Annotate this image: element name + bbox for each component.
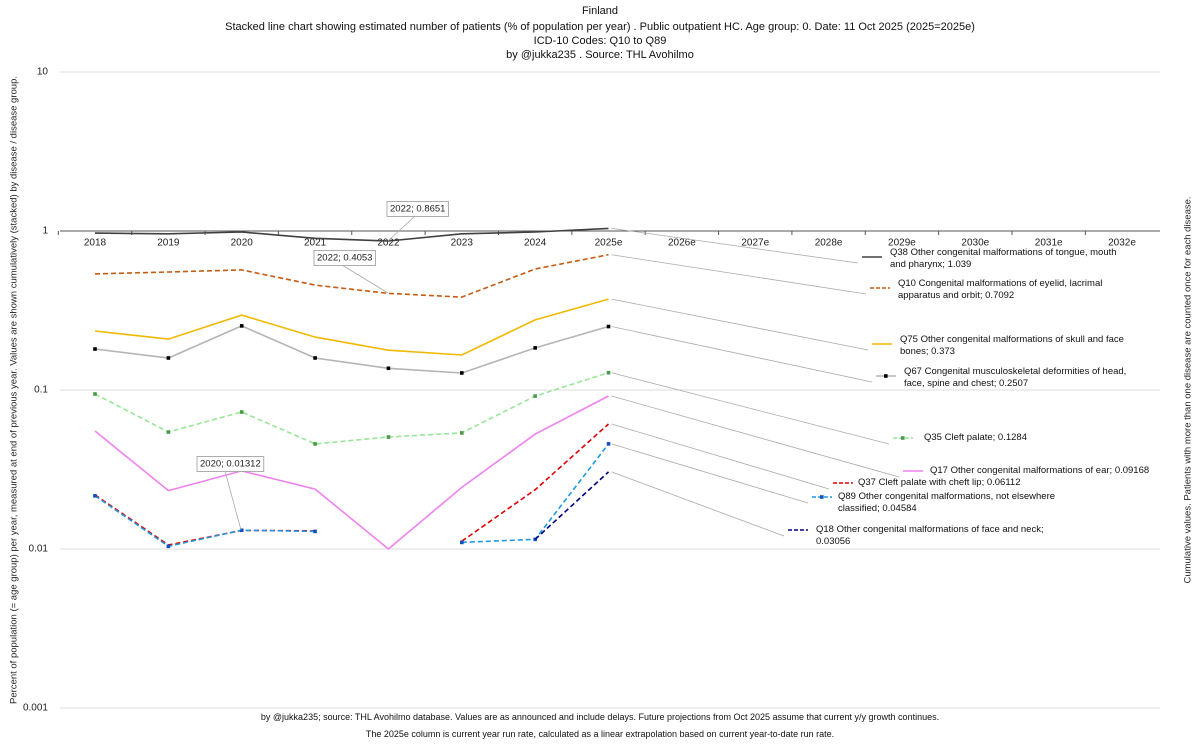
series-line	[94, 423, 610, 546]
series-marker	[239, 410, 244, 414]
annotation: 2020; 0.01312	[200, 459, 261, 470]
series-marker	[533, 346, 537, 350]
annotation-box	[313, 250, 376, 266]
series-marker	[93, 494, 97, 498]
legend-label: Q17 Other congenital malformations of ea…	[930, 465, 1150, 476]
series-marker	[93, 392, 97, 396]
x-tick-label: 2032e	[1108, 238, 1136, 249]
x-tick-label: 2019	[157, 238, 180, 249]
y-tick-label: 1	[42, 226, 48, 237]
legend-marker	[884, 374, 888, 378]
series-marker	[386, 366, 391, 371]
series-marker	[606, 370, 611, 375]
legend-label: Q75 Other congenital malformations of sk…	[900, 334, 1124, 357]
chart-subtitle: by @jukka235 . Source: THL Avohilmo	[506, 49, 694, 61]
annotation-leader	[224, 470, 242, 531]
x-tick-label: 2025e	[595, 238, 623, 249]
x-tick-label: 2020	[231, 238, 254, 249]
x-tick-label: 2027e	[741, 238, 769, 249]
footer-note: by @jukka235; source: THL Avohilmo datab…	[260, 712, 940, 722]
series-marker	[166, 356, 171, 360]
leader-line	[611, 471, 785, 537]
leader-line	[611, 254, 867, 295]
legend-label: Q35 Cleft palate; 0.1284	[924, 432, 1027, 443]
y-axis-title: Percent of population (= age group) per …	[9, 76, 20, 704]
series-line	[534, 471, 610, 540]
series-marker	[460, 540, 464, 545]
annotation-box	[386, 201, 449, 217]
legend-label: Q18 Other congenital malformations of fa…	[816, 524, 1044, 547]
leader-line	[611, 395, 900, 478]
legend-marker	[820, 495, 824, 499]
y-tick-label: 0.01	[29, 544, 49, 555]
series-line	[94, 395, 609, 551]
y2-axis-title: Cumulative values. Patients with more th…	[1183, 196, 1194, 583]
series-line	[94, 371, 609, 445]
x-tick-label: 2023	[451, 238, 474, 249]
x-tick-label: 2024	[524, 238, 547, 249]
series-marker	[166, 430, 171, 434]
x-tick-label: 2030e	[961, 238, 989, 249]
chart-subtitle: ICD-10 Codes: Q10 to Q89	[533, 35, 667, 47]
x-tick-label: 2028e	[815, 238, 843, 249]
annotation-leader	[387, 215, 416, 242]
leader-line	[611, 298, 869, 351]
x-tick-label: 2031e	[1035, 238, 1063, 249]
legend-label: Q37 Cleft palate with cheft lip; 0.06112	[858, 477, 1021, 488]
leader-line	[611, 423, 830, 490]
annotation: 2022; 0.8651	[390, 204, 445, 215]
series-marker	[533, 537, 537, 542]
y-tick-label: 10	[37, 67, 49, 78]
legend-label: Q38 Other congenital malformations of to…	[890, 247, 1117, 270]
leader-line	[611, 443, 809, 504]
legend-marker	[901, 436, 905, 440]
legend-label: Q89 Other congenital malformations, not …	[838, 491, 1056, 514]
y-tick-label: 0.001	[23, 703, 48, 714]
series-marker	[313, 529, 317, 534]
series-line	[94, 325, 609, 374]
series-line	[94, 443, 610, 548]
series-marker	[313, 442, 317, 446]
leader-line	[611, 372, 890, 445]
chart-subtitle: Stacked line chart showing estimated num…	[225, 21, 975, 33]
legend-label: Q67 Congenital musculoskeletal deformiti…	[904, 366, 1127, 389]
x-tick-label: 2029e	[888, 238, 916, 249]
series-marker	[239, 324, 244, 328]
annotation-box	[196, 456, 265, 472]
series-marker	[93, 347, 97, 351]
x-tick-label: 2022	[377, 238, 400, 249]
annotation-leader	[341, 264, 389, 294]
x-tick-label: 2021	[304, 238, 327, 249]
series-marker	[166, 544, 171, 549]
annotation: 2022; 0.4053	[317, 253, 372, 264]
x-tick-label: 2018	[84, 238, 107, 249]
series-marker	[606, 442, 611, 446]
x-tick-label: 2026e	[668, 238, 696, 249]
footer-note: The 2025e column is current year run rat…	[365, 729, 835, 739]
leader-line	[611, 326, 873, 383]
y-tick-label: 0.1	[34, 385, 48, 396]
series-marker	[606, 324, 611, 329]
series-line	[94, 298, 609, 356]
series-marker	[460, 371, 464, 375]
leader-line	[611, 227, 859, 264]
chart-title: Finland	[581, 5, 619, 17]
legend-label: Q10 Congenital malformations of eyelid, …	[898, 278, 1103, 301]
series-marker	[386, 435, 391, 439]
series-marker	[460, 431, 464, 435]
series-marker	[313, 356, 317, 360]
series-line	[94, 253, 609, 298]
series-line	[94, 227, 609, 242]
series-marker	[533, 394, 537, 398]
series-marker	[239, 528, 244, 533]
